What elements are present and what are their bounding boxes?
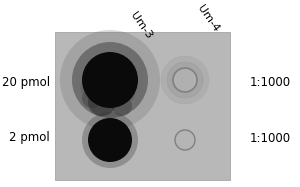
Circle shape	[80, 80, 96, 96]
Circle shape	[121, 88, 135, 102]
Circle shape	[60, 30, 160, 130]
Text: 20 pmol: 20 pmol	[2, 76, 50, 88]
Circle shape	[82, 112, 138, 168]
Circle shape	[82, 88, 102, 108]
Bar	[55, 32, 230, 180]
Text: 1:1000: 1:1000	[250, 131, 291, 145]
Circle shape	[175, 130, 195, 150]
Text: Um-4: Um-4	[195, 3, 220, 33]
Circle shape	[88, 118, 132, 162]
Circle shape	[173, 68, 197, 92]
Circle shape	[167, 62, 203, 98]
Text: 1:1000: 1:1000	[250, 76, 291, 88]
Text: Um-3: Um-3	[128, 10, 153, 40]
Circle shape	[112, 96, 132, 116]
Circle shape	[161, 56, 209, 104]
Text: 2 pmol: 2 pmol	[9, 131, 50, 145]
Circle shape	[88, 88, 116, 116]
Circle shape	[82, 52, 138, 108]
Circle shape	[72, 42, 148, 118]
